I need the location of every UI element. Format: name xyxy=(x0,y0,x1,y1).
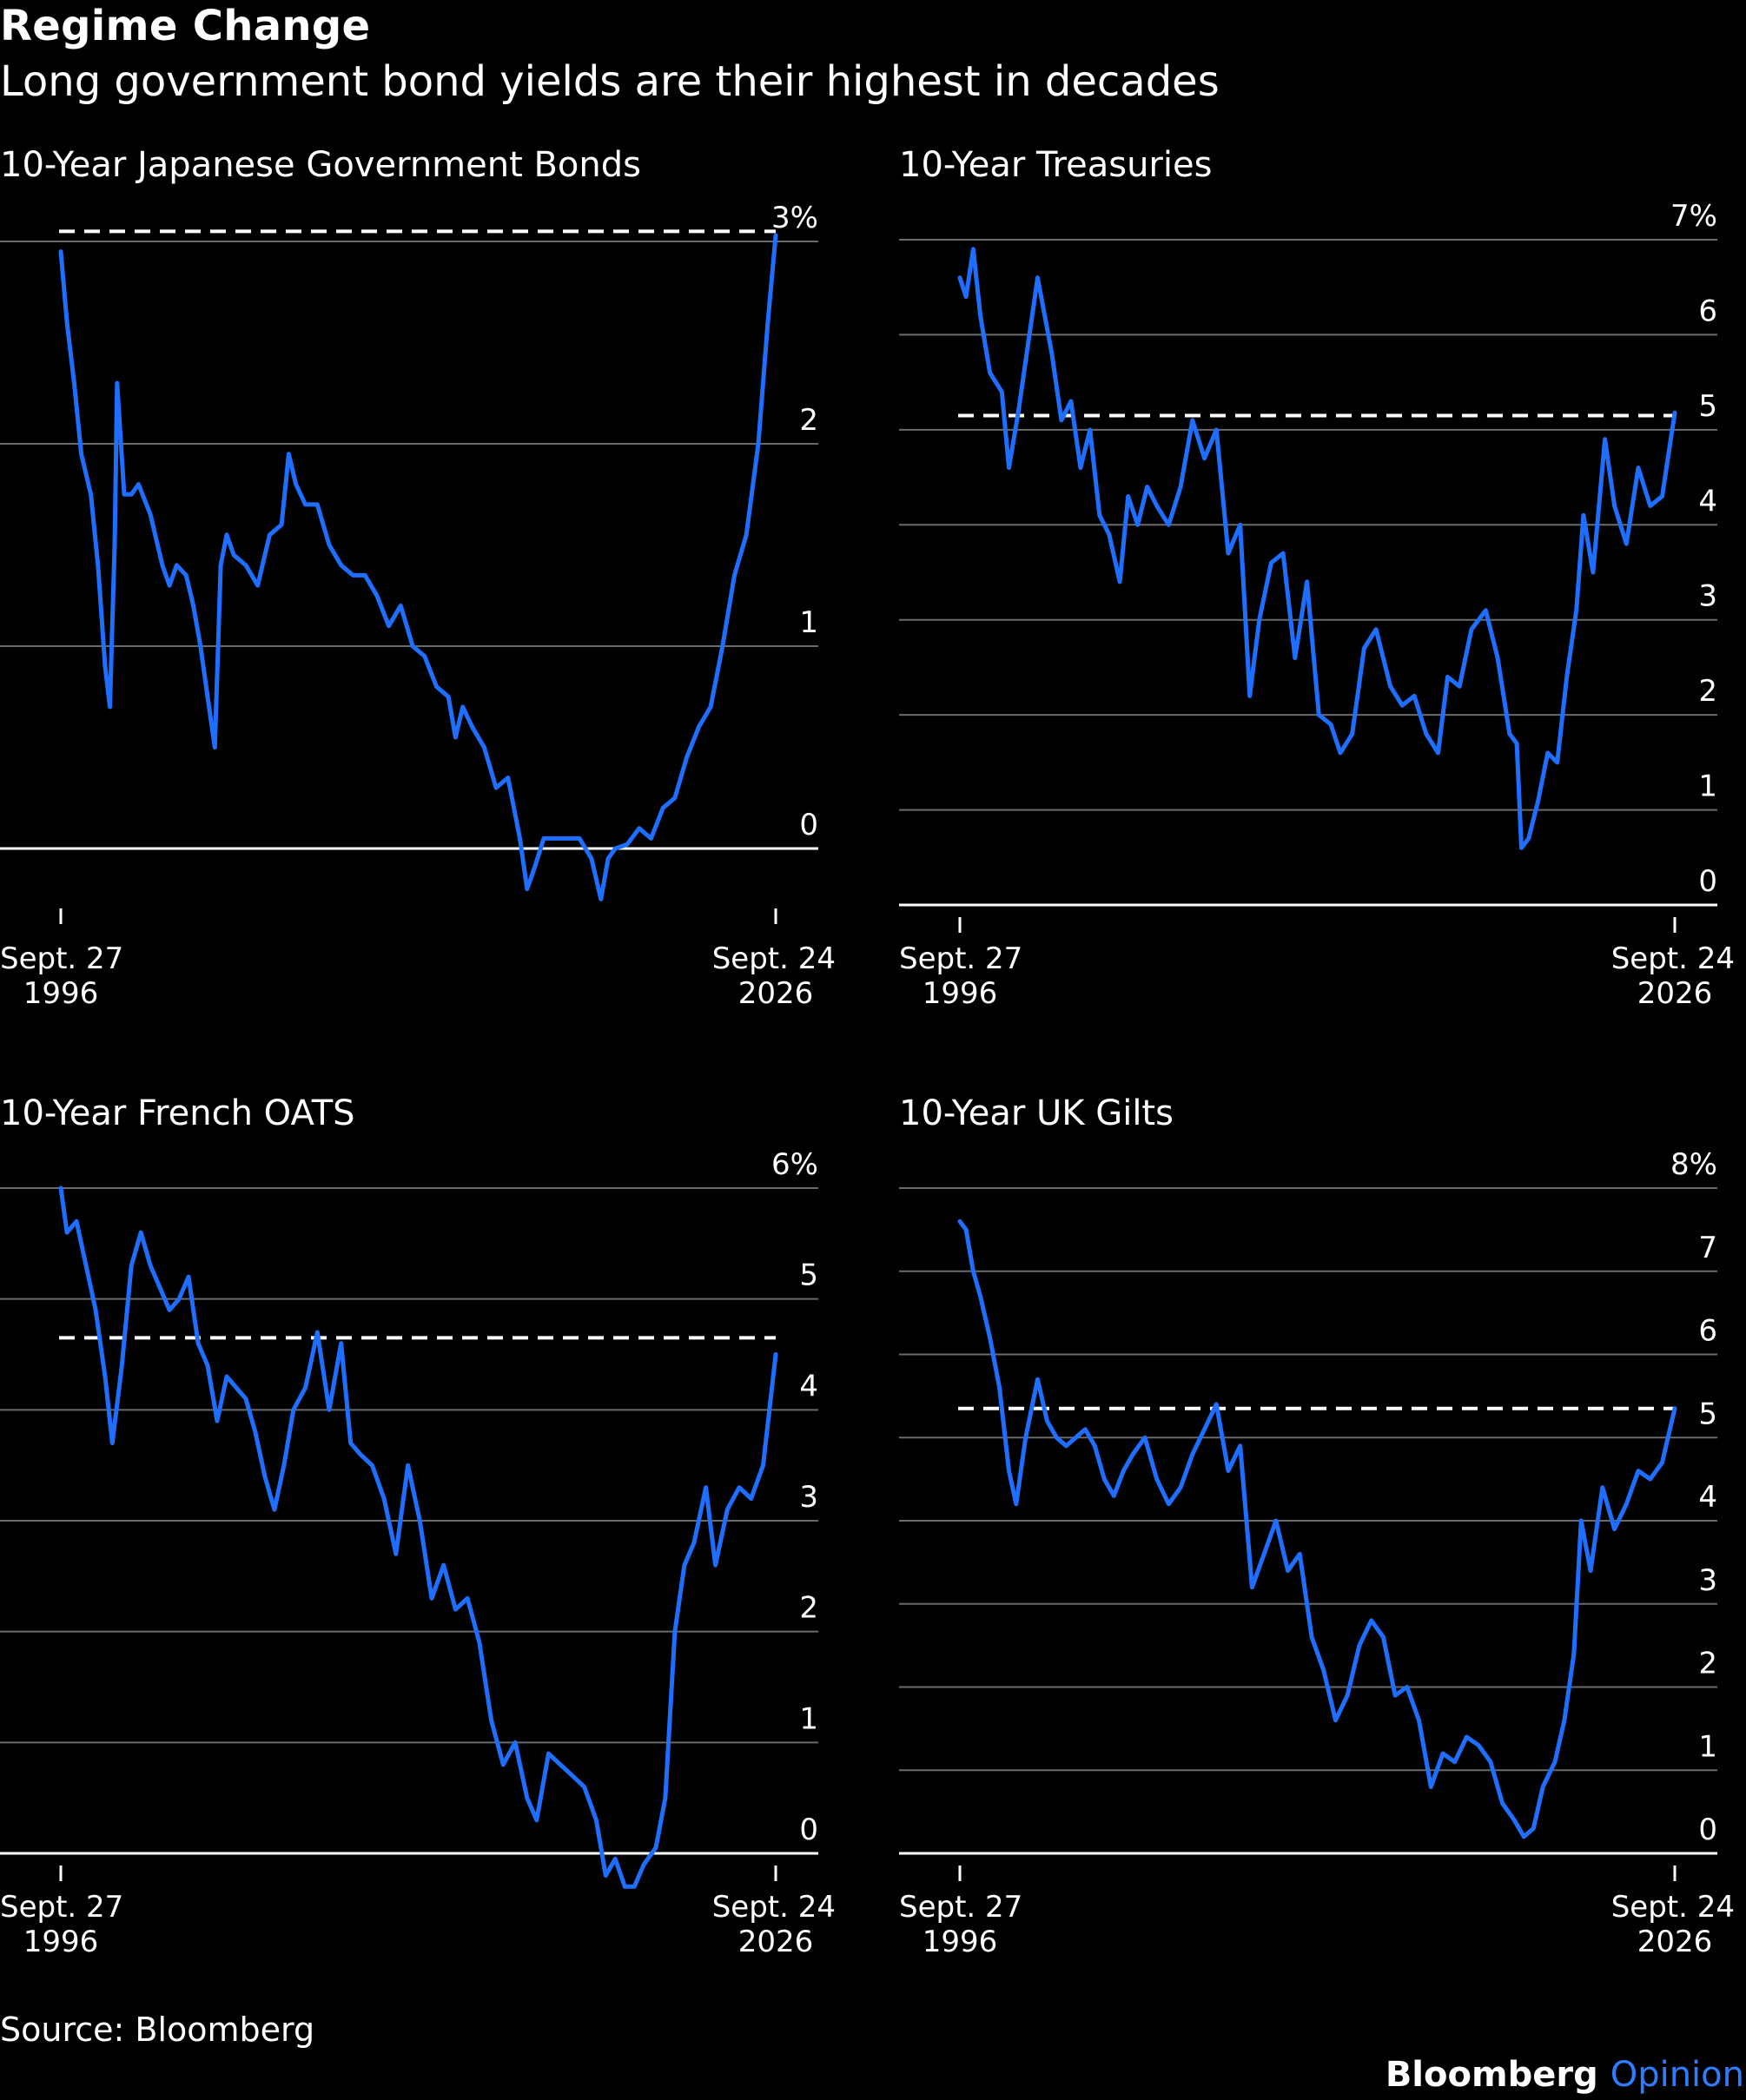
x-end-label-line1: Sept. 24 xyxy=(1611,1890,1735,1925)
y-tick-label: 1 xyxy=(799,605,818,640)
panel-title: 10-Year French OATS xyxy=(0,1093,355,1133)
x-end-label-line2: 2026 xyxy=(1637,976,1713,1011)
panel-treasuries: 10-Year Treasuries 0 1 2 3 4 5 6 7% Sept. 27 1996 S… xyxy=(899,139,1735,1060)
y-tick-label: 3 xyxy=(1698,579,1717,614)
y-tick-label: 2 xyxy=(1698,674,1717,709)
y-tick-label: 3 xyxy=(1698,1563,1717,1598)
brand-accent: Opinion xyxy=(1610,2055,1744,2095)
y-tick-label: 7% xyxy=(1670,199,1717,234)
y-tick-label: 0 xyxy=(1698,864,1717,899)
brand-logo: Bloomberg Opinion xyxy=(1386,2055,1744,2095)
panel-jgb: 10-Year Japanese Government Bonds 0 1 2 3% Se… xyxy=(0,139,836,1060)
y-tick-label: 3 xyxy=(799,1480,818,1515)
y-tick-label: 4 xyxy=(799,1369,818,1403)
chart-title: Regime Change xyxy=(0,2,371,50)
x-start-label-line1: Sept. 27 xyxy=(0,1890,123,1925)
panel-oats: 10-Year French OATS 0 1 2 3 4 5 6% Sept. 27 1996 S… xyxy=(0,1087,836,2008)
x-start-label-line1: Sept. 27 xyxy=(899,1890,1022,1925)
panel-title: 10-Year Japanese Government Bonds xyxy=(0,145,641,185)
chart-subtitle: Long government bond yields are their hi… xyxy=(0,57,1220,106)
y-tick-label: 2 xyxy=(799,403,818,438)
x-end-label-line1: Sept. 24 xyxy=(1611,941,1735,976)
x-start-label-line1: Sept. 27 xyxy=(0,941,123,976)
y-tick-label: 0 xyxy=(799,808,818,842)
panel-gilts: 10-Year UK Gilts 0 1 2 3 4 5 6 7 8% Sept. 27 1996 Se… xyxy=(899,1087,1735,2008)
y-tick-label: 3% xyxy=(771,201,818,235)
x-start-label-line2: 1996 xyxy=(23,1925,99,1959)
y-tick-label: 8% xyxy=(1670,1147,1717,1182)
panel-title: 10-Year UK Gilts xyxy=(899,1093,1174,1133)
x-end-label-line2: 2026 xyxy=(738,1925,814,1959)
yield-series-line xyxy=(957,247,1677,850)
y-tick-label: 6% xyxy=(771,1147,818,1182)
x-start-label-line2: 1996 xyxy=(23,976,99,1011)
y-tick-label: 0 xyxy=(799,1813,818,1847)
y-tick-label: 6 xyxy=(1698,1314,1717,1349)
y-tick-label: 4 xyxy=(1698,484,1717,518)
y-tick-label: 1 xyxy=(1698,1729,1717,1764)
y-tick-label: 5 xyxy=(1698,1397,1717,1431)
y-tick-label: 6 xyxy=(1698,294,1717,328)
panel-jgb-svg: 10-Year Japanese Government Bonds 0 1 2 3% Se… xyxy=(0,145,836,1011)
x-end-label-line1: Sept. 24 xyxy=(712,1890,836,1925)
y-tick-label: 4 xyxy=(1698,1480,1717,1515)
x-end-label-line2: 2026 xyxy=(738,976,814,1011)
x-start-label-line2: 1996 xyxy=(923,1925,998,1959)
y-tick-label: 1 xyxy=(1698,769,1717,804)
y-tick-label: 2 xyxy=(1698,1647,1717,1681)
y-tick-label: 5 xyxy=(1698,389,1717,424)
panel-title: 10-Year Treasuries xyxy=(899,145,1212,185)
yield-series-line xyxy=(957,1218,1677,1839)
source-note: Source: Bloomberg xyxy=(0,2011,315,2049)
yield-series-line xyxy=(58,1185,778,1889)
y-tick-label: 0 xyxy=(1698,1813,1717,1847)
x-start-label-line2: 1996 xyxy=(923,976,998,1011)
x-end-label-line1: Sept. 24 xyxy=(712,941,836,976)
y-tick-label: 5 xyxy=(799,1258,818,1293)
yield-series-line xyxy=(58,233,778,901)
y-tick-label: 1 xyxy=(799,1701,818,1736)
brand-main: Bloomberg xyxy=(1385,2055,1598,2095)
x-start-label-line1: Sept. 27 xyxy=(899,941,1022,976)
y-tick-label: 7 xyxy=(1698,1231,1717,1265)
y-tick-label: 2 xyxy=(799,1591,818,1626)
x-end-label-line2: 2026 xyxy=(1637,1925,1713,1959)
